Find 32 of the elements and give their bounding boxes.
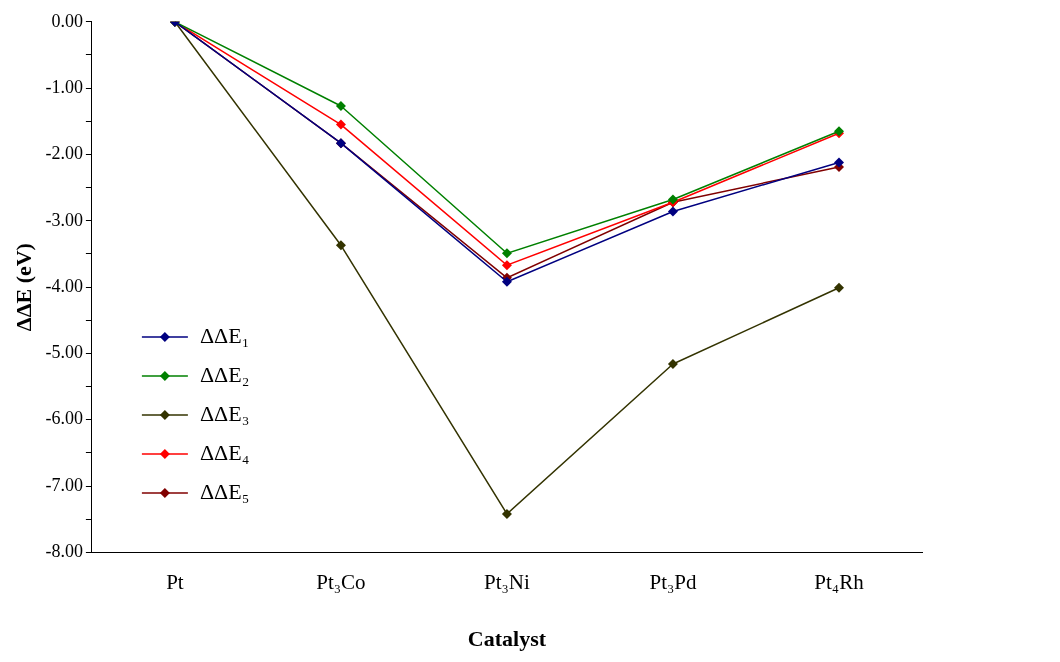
x-tick-label: Pt bbox=[166, 569, 184, 594]
legend-label: ΔΔE₅ bbox=[199, 478, 250, 504]
point bbox=[501, 260, 512, 271]
legend-label: ΔΔE₄ bbox=[199, 439, 250, 465]
y-tick-label: -1.00 bbox=[45, 76, 83, 97]
x-tick-label: Pt₄Rh bbox=[814, 569, 865, 594]
point bbox=[501, 276, 512, 287]
y-tick-label: -6.00 bbox=[45, 408, 83, 429]
point bbox=[667, 206, 678, 217]
point bbox=[501, 508, 512, 519]
legend-label: ΔΔE₂ bbox=[199, 361, 250, 387]
point bbox=[833, 282, 844, 293]
point bbox=[335, 119, 346, 130]
x-tick-label: Pt₃Co bbox=[316, 569, 366, 594]
x-axis-title: Catalyst bbox=[467, 626, 547, 652]
point bbox=[335, 240, 346, 251]
legend-label: ΔΔE₁ bbox=[199, 322, 250, 348]
y-axis-title: ΔΔE (eV) bbox=[10, 243, 36, 332]
y-tick-label: -7.00 bbox=[45, 474, 83, 495]
point bbox=[833, 157, 844, 168]
y-tick-label: -2.00 bbox=[45, 143, 83, 164]
legend-label: ΔΔE₃ bbox=[199, 400, 250, 426]
y-tick-label: -3.00 bbox=[45, 209, 83, 230]
x-tick-label: Pt₃Ni bbox=[484, 569, 531, 594]
y-tick-label: -5.00 bbox=[45, 342, 83, 363]
point bbox=[501, 248, 512, 259]
y-tick-label: 0.00 bbox=[51, 10, 83, 31]
y-tick-label: -4.00 bbox=[45, 275, 83, 296]
x-tick-label: Pt₃Pd bbox=[649, 569, 697, 594]
y-tick-label: -8.00 bbox=[45, 541, 83, 562]
point bbox=[667, 359, 678, 370]
point bbox=[335, 101, 346, 112]
